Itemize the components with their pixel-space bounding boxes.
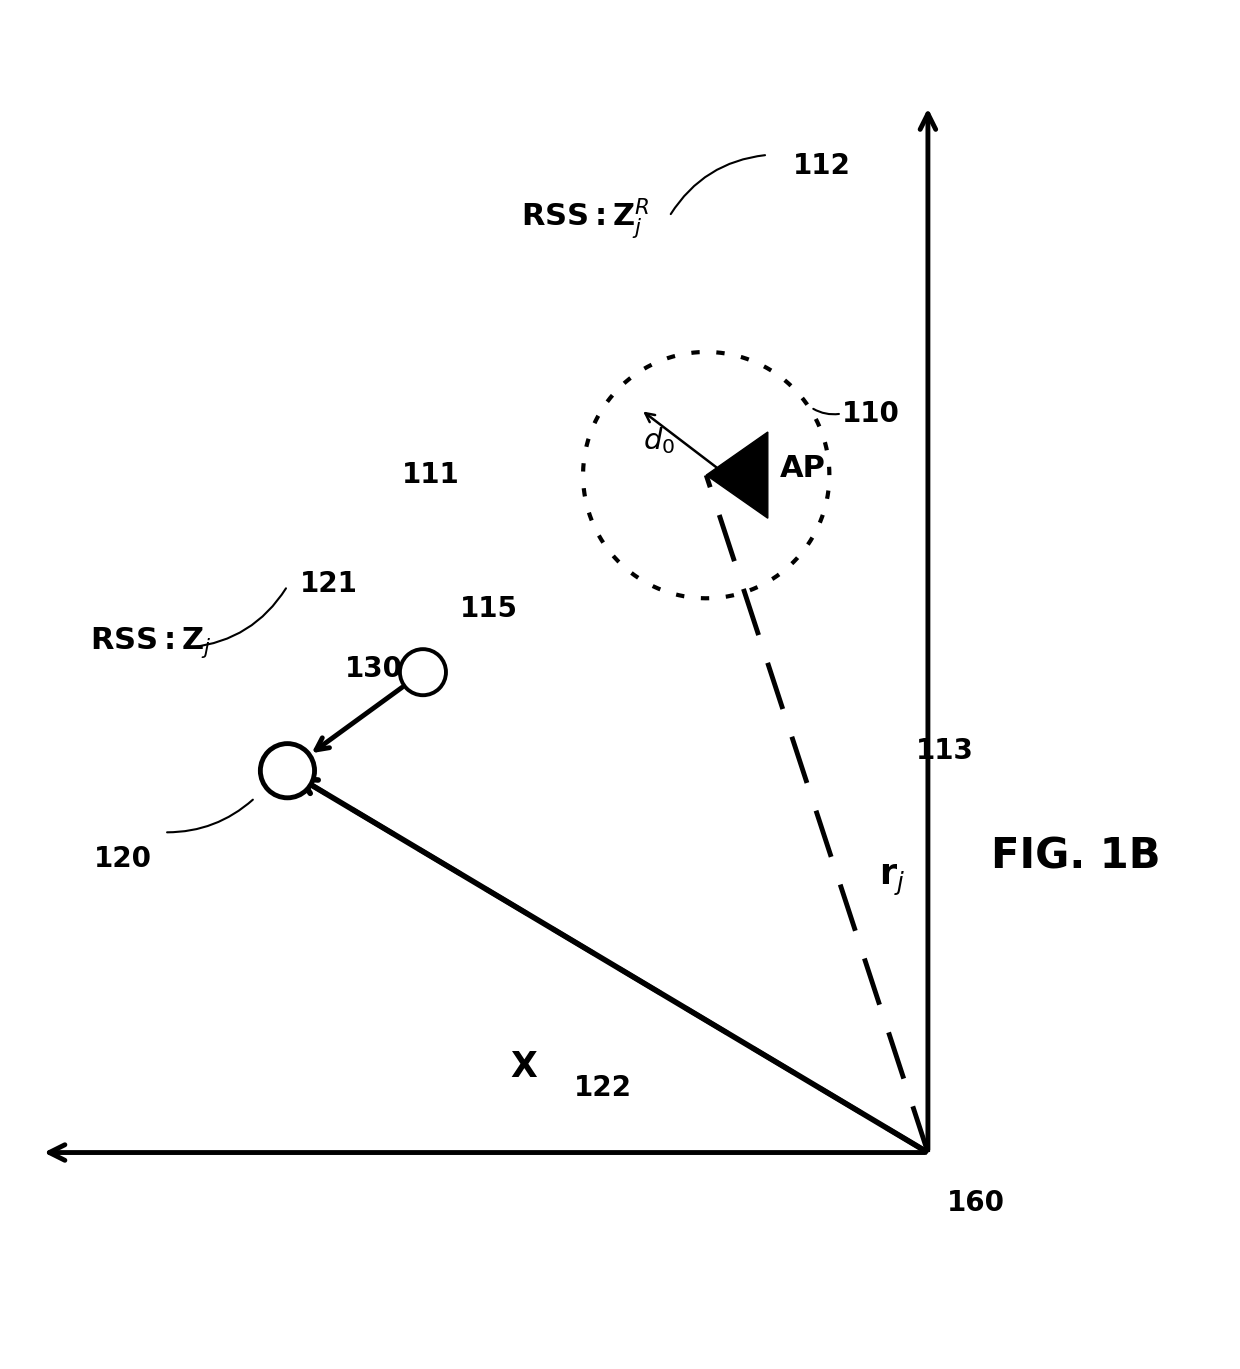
Text: 160: 160: [946, 1190, 1004, 1217]
Text: $\mathbf{RSS: Z}_{j}$: $\mathbf{RSS: Z}_{j}$: [91, 626, 212, 660]
Text: 110: 110: [842, 400, 899, 427]
Circle shape: [401, 649, 446, 695]
Text: FIG. 1B: FIG. 1B: [991, 836, 1161, 878]
Text: 122: 122: [574, 1075, 631, 1102]
Text: $\mathbf{RSS: Z}_{j}^{R}$: $\mathbf{RSS: Z}_{j}^{R}$: [522, 196, 650, 241]
Text: $\mathbf{r}_{j}$: $\mathbf{r}_{j}$: [879, 862, 905, 898]
Text: 115: 115: [460, 596, 518, 623]
Text: 113: 113: [915, 737, 973, 764]
Text: 121: 121: [300, 571, 357, 598]
Circle shape: [260, 743, 315, 798]
Text: 112: 112: [792, 152, 851, 179]
Text: 111: 111: [402, 461, 460, 489]
Polygon shape: [707, 433, 768, 519]
Text: $\mathbf{X}$: $\mathbf{X}$: [511, 1050, 538, 1083]
Text: AP: AP: [780, 455, 826, 483]
Text: $d_0$: $d_0$: [644, 426, 676, 456]
Text: 130: 130: [345, 656, 403, 683]
Text: 120: 120: [94, 845, 153, 872]
